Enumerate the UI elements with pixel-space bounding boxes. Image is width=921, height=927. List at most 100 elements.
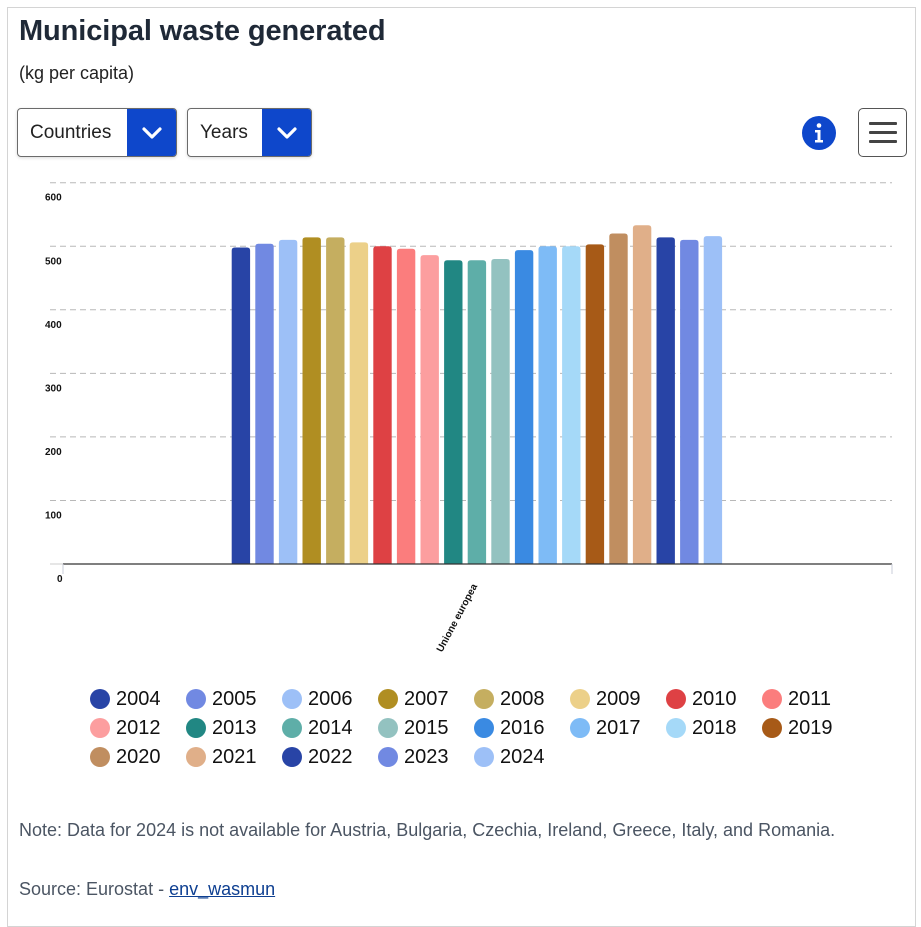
legend-item-2018[interactable]: 2018 <box>666 715 737 741</box>
legend-dot-icon <box>570 689 590 709</box>
legend-dot-icon <box>666 689 686 709</box>
legend-label: 2004 <box>116 687 161 710</box>
years-dropdown[interactable]: Years <box>187 108 312 157</box>
bar-2016[interactable] <box>514 250 534 565</box>
legend-label: 2006 <box>308 687 353 710</box>
legend-dot-icon <box>474 689 494 709</box>
legend-item-2004[interactable]: 2004 <box>90 686 161 712</box>
bar-2022[interactable] <box>656 237 675 564</box>
bar-2011[interactable] <box>396 248 416 564</box>
y-tick-label: 0 <box>57 574 63 585</box>
legend-dot-icon <box>570 718 590 738</box>
bar-2013[interactable] <box>444 260 463 564</box>
x-axis <box>50 563 893 574</box>
legend-item-2024[interactable]: 2024 <box>474 744 545 770</box>
bar-2004[interactable] <box>231 247 251 564</box>
legend-dot-icon <box>90 689 110 709</box>
chevron-down-icon <box>276 126 297 139</box>
legend-label: 2011 <box>788 687 832 710</box>
bar-2015[interactable] <box>491 258 510 564</box>
page-title: Municipal waste generated <box>19 15 386 47</box>
source-link[interactable]: env_wasmun <box>169 879 276 899</box>
legend-item-2019[interactable]: 2019 <box>762 715 833 741</box>
legend-dot-icon <box>186 689 206 709</box>
legend-dot-icon <box>378 747 398 767</box>
legend-item-2008[interactable]: 2008 <box>474 686 545 712</box>
bar-2017[interactable] <box>538 246 557 564</box>
bar-2010[interactable] <box>373 246 392 564</box>
legend-item-2012[interactable]: 2012 <box>90 715 161 741</box>
bar-2005[interactable] <box>255 243 274 564</box>
legend-label: 2015 <box>404 716 449 739</box>
legend-label: 2005 <box>212 687 257 710</box>
countries-dropdown-toggle[interactable] <box>127 109 176 156</box>
legend-label: 2018 <box>692 716 737 739</box>
bar-2018[interactable] <box>562 246 581 564</box>
legend-item-2017[interactable]: 2017 <box>570 715 641 741</box>
y-tick-label: 600 <box>45 193 62 204</box>
menu-button[interactable] <box>858 108 907 157</box>
legend-dot-icon <box>282 747 302 767</box>
legend-item-2015[interactable]: 2015 <box>378 715 449 741</box>
legend-item-2023[interactable]: 2023 <box>378 744 449 770</box>
bar-2007[interactable] <box>302 237 321 564</box>
chevron-down-icon <box>141 126 162 139</box>
legend-dot-icon <box>186 718 206 738</box>
legend-item-2010[interactable]: 2010 <box>666 686 737 712</box>
legend-label: 2022 <box>308 745 353 768</box>
countries-dropdown[interactable]: Countries <box>17 108 177 157</box>
legend-item-2009[interactable]: 2009 <box>570 686 641 712</box>
legend-label: 2008 <box>500 687 545 710</box>
bar-2021[interactable] <box>632 225 652 564</box>
bar-2023[interactable] <box>680 239 699 564</box>
legend-item-2011[interactable]: 2011 <box>762 686 831 712</box>
legend-label: 2013 <box>212 716 257 739</box>
legend-dot-icon <box>90 718 110 738</box>
chart-source: Source: Eurostat - env_wasmun <box>19 875 275 904</box>
legend-item-2022[interactable]: 2022 <box>282 744 353 770</box>
bars <box>231 225 723 565</box>
hamburger-menu-icon-line <box>869 131 897 134</box>
bar-2020[interactable] <box>609 233 628 564</box>
source-prefix: Source: Eurostat - <box>19 879 170 899</box>
legend-label: 2019 <box>788 716 833 739</box>
years-dropdown-toggle[interactable] <box>262 109 311 156</box>
legend-item-2013[interactable]: 2013 <box>186 715 257 741</box>
bar-2009[interactable] <box>349 242 369 564</box>
legend-item-2014[interactable]: 2014 <box>282 715 353 741</box>
y-tick-label: 200 <box>45 447 62 458</box>
y-tick-label: 100 <box>45 510 62 521</box>
bar-2019[interactable] <box>585 244 605 564</box>
legend-dot-icon <box>282 689 302 709</box>
bar-2012[interactable] <box>420 255 439 564</box>
legend-item-2006[interactable]: 2006 <box>282 686 353 712</box>
chart-subtitle: (kg per capita) <box>19 63 135 83</box>
bar-2014[interactable] <box>467 260 487 564</box>
legend-dot-icon <box>378 689 398 709</box>
legend-item-2020[interactable]: 2020 <box>90 744 161 770</box>
countries-dropdown-label: Countries <box>30 122 112 143</box>
legend-dot-icon <box>474 718 494 738</box>
legend-label: 2020 <box>116 745 161 768</box>
legend-dot-icon <box>186 747 206 767</box>
legend-label: 2016 <box>500 716 545 739</box>
info-button[interactable] <box>802 116 836 150</box>
legend-label: 2014 <box>308 716 353 739</box>
y-axis-ticks: 0 100 200 300 400 500 600 <box>45 193 63 585</box>
legend-label: 2007 <box>404 687 449 710</box>
bar-2024[interactable] <box>703 236 723 564</box>
legend-dot-icon <box>282 718 302 738</box>
legend-dot-icon <box>90 747 110 767</box>
legend-item-2021[interactable]: 2021 <box>186 744 257 770</box>
legend-item-2007[interactable]: 2007 <box>378 686 449 712</box>
bar-2008[interactable] <box>326 237 345 564</box>
legend-item-2016[interactable]: 2016 <box>474 715 545 741</box>
legend-item-2005[interactable]: 2005 <box>186 686 257 712</box>
legend-dot-icon <box>378 718 398 738</box>
legend-label: 2010 <box>692 687 737 710</box>
years-dropdown-label: Years <box>200 122 248 143</box>
hamburger-menu-icon <box>869 122 897 125</box>
legend-dot-icon <box>762 718 782 738</box>
bar-2006[interactable] <box>278 239 298 564</box>
chart-note: Note: Data for 2024 is not available for… <box>19 820 836 840</box>
